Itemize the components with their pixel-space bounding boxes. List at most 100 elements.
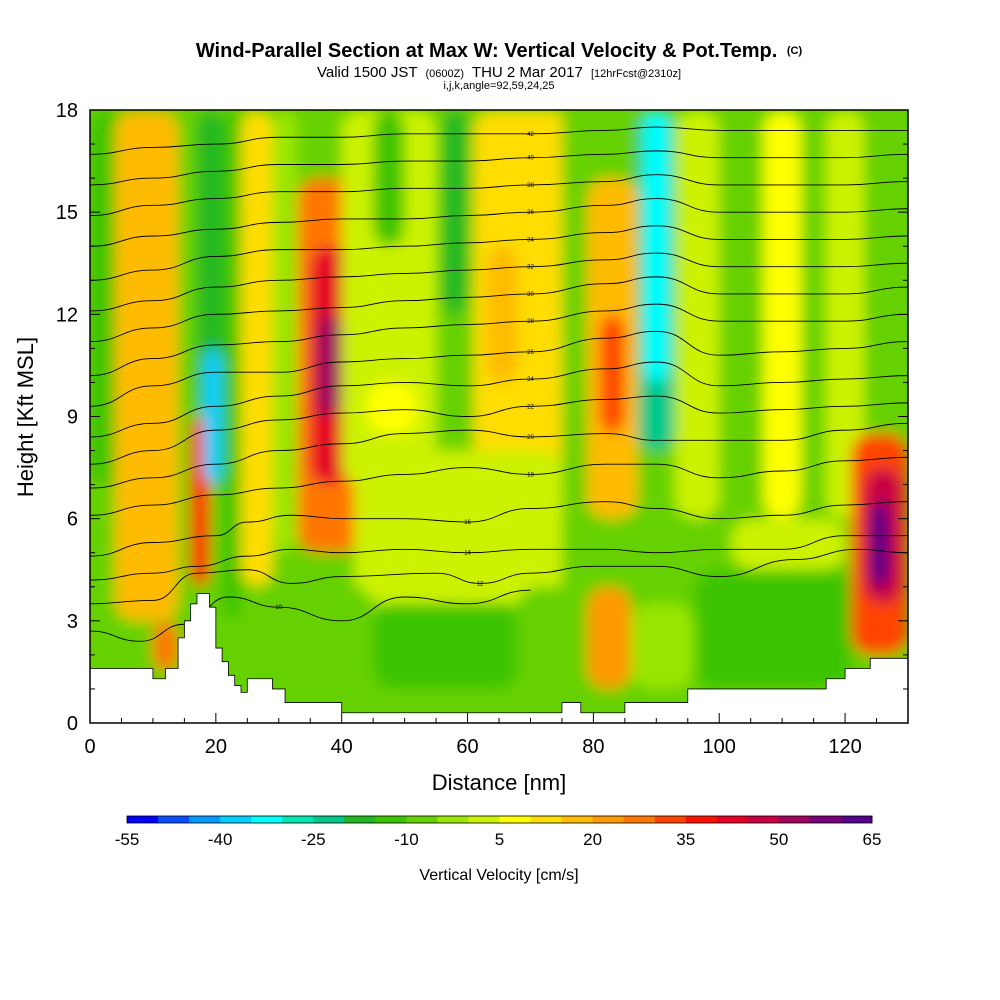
theta-contour-label: 24 [527, 377, 534, 383]
colorbar-tick-label: -10 [394, 830, 419, 849]
colorbar-tick-label: 35 [676, 830, 695, 849]
y-tick-label: 0 [67, 713, 78, 735]
colorbar-swatch [685, 816, 718, 823]
colorbar-swatch [623, 816, 656, 823]
colorbar-swatch [220, 816, 252, 823]
colorbar-tick-label: -25 [301, 830, 326, 849]
chart-subtitle-indices: i,j,k,angle=92,59,24,25 [443, 80, 554, 92]
theta-contour [90, 225, 908, 281]
x-tick-label: 100 [703, 736, 736, 758]
velocity-cell [272, 110, 298, 553]
theta-contour-label: 18 [527, 472, 534, 478]
theta-contour-label: 40 [527, 156, 534, 162]
theta-contour [90, 198, 908, 247]
theta-contour [90, 252, 908, 312]
velocity-cell [763, 110, 802, 519]
colorbar-swatch [778, 816, 811, 823]
velocity-cell [196, 110, 223, 417]
velocity-cell [719, 110, 764, 519]
velocity-cell [694, 569, 852, 689]
theta-contour-label: 38 [527, 183, 534, 189]
x-tick-label: 80 [582, 736, 604, 758]
theta-contour [90, 126, 908, 155]
colorbar-swatch [313, 816, 345, 823]
colorbar-swatch [344, 816, 376, 823]
theta-contour [90, 174, 908, 217]
velocity-cell [517, 586, 581, 689]
colorbar-frame [126, 815, 873, 824]
chart-title: Wind-Parallel Section at Max W: Vertical… [196, 40, 803, 62]
colorbar-swatch [561, 816, 594, 823]
chart-subtitle: Valid 1500 JST (0600Z) THU 2 Mar 2017 [1… [317, 64, 681, 81]
velocity-cell [870, 501, 890, 587]
velocity-cell [587, 586, 632, 689]
velocity-cell [152, 620, 179, 672]
theta-contour-label: 34 [527, 237, 534, 243]
theta-contour [90, 456, 908, 516]
colorbar-swatch [375, 816, 407, 823]
colorbar-swatch [499, 816, 532, 823]
y-tick-label: 9 [67, 407, 78, 429]
x-tick-label: 20 [205, 736, 227, 758]
theta-contour-label: 22 [527, 404, 534, 410]
theta-contour [90, 150, 908, 186]
velocity-cell [473, 110, 569, 519]
colorbar-swatch [747, 816, 780, 823]
theta-contour [90, 303, 908, 377]
theta-contour-label: 14 [464, 551, 471, 557]
x-axis-label: Distance [nm] [432, 770, 567, 795]
colorbar-swatch [468, 816, 500, 823]
theta-contour [90, 535, 908, 581]
velocity-cell [373, 603, 518, 689]
y-tick-label: 6 [67, 509, 78, 531]
colorbar-swatch [592, 816, 625, 823]
velocity-cell [863, 110, 908, 519]
y-tick-label: 18 [56, 100, 78, 122]
velocity-cell [675, 110, 720, 519]
x-axis: 0 20 40 60 80 100 120 [84, 713, 909, 758]
theta-contour [90, 422, 908, 489]
theta-contour-label: 26 [527, 350, 534, 356]
colorbar-swatch [437, 816, 469, 823]
colorbar-swatch [282, 816, 314, 823]
velocity-cell [316, 314, 342, 417]
theta-contour [90, 501, 908, 557]
velocity-cell [561, 110, 581, 519]
theta-contour [90, 548, 908, 605]
colorbar-tick-label: -40 [208, 830, 233, 849]
velocity-cell [203, 348, 223, 485]
colorbar-swatch [530, 816, 563, 823]
copyright-mark: (C) [787, 45, 803, 57]
colorbar-swatch [251, 816, 283, 823]
terrain [90, 593, 908, 723]
velocity-cell [115, 110, 179, 621]
theta-contour [90, 589, 531, 642]
velocity-cell [241, 586, 374, 689]
theta-contour-label: 42 [527, 132, 534, 138]
potential-temperature-contours: 10 12 14 16 18 20 22 24 26 28 30 32 34 36 38 40 42 [90, 126, 908, 642]
colorbar-tick-label: 20 [583, 830, 602, 849]
theta-contour-label: 16 [464, 520, 471, 526]
colorbar-tick-label: 65 [863, 830, 882, 849]
velocity-cell [486, 246, 518, 383]
theta-contour [90, 330, 908, 407]
velocity-cell [631, 603, 695, 689]
velocity-cell [366, 382, 418, 434]
colorbar-tick-label: 50 [769, 830, 788, 849]
theta-contour-label: 20 [527, 435, 534, 441]
theta-contour-label: 10 [275, 605, 282, 611]
colorbar-tick-label: 5 [495, 830, 504, 849]
colorbar-swatch [406, 816, 438, 823]
theta-contour [90, 361, 908, 438]
plot-area: 10 12 14 16 18 20 22 24 26 28 30 32 34 36 38 40 42 [90, 110, 908, 723]
x-tick-label: 0 [84, 736, 95, 758]
y-axis-label: Height [Kft MSL] [13, 337, 38, 497]
colorbar-swatch [158, 816, 190, 823]
velocity-cell [599, 314, 625, 434]
y-tick-label: 12 [56, 304, 78, 326]
velocity-cell [354, 450, 562, 604]
colorbar-tick-label: -55 [115, 830, 140, 849]
theta-contour-label: 30 [527, 292, 534, 298]
